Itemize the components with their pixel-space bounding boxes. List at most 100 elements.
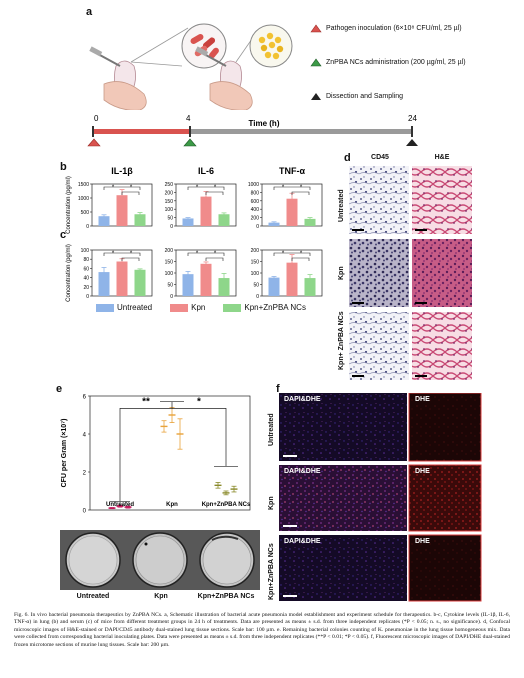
micrograph-cd45-kpn-znpba xyxy=(349,312,409,380)
bar-chart-c-1: 0 50 100 150 200 * * xyxy=(165,248,237,300)
sig-bracket-outer xyxy=(103,252,141,256)
panel-d-micrographs xyxy=(349,166,472,380)
figure-caption: Fig. 6. In vivo bacterial pneumonia ther… xyxy=(14,612,510,648)
plate-untreated xyxy=(65,532,121,588)
y-tick-label: 0 xyxy=(86,294,89,300)
bar-kpn-znpba-ncs xyxy=(304,278,316,296)
image-dhe-kpn-znpba xyxy=(408,534,482,602)
sig-star: * xyxy=(112,185,115,191)
y-tick-label: 4 xyxy=(83,433,87,439)
swatch-untreated xyxy=(96,303,114,312)
x-category-label: Kpn+ZnPBA NCs xyxy=(202,502,251,508)
label-dapi-dhe-kpn: DAPI&DHE xyxy=(284,468,321,475)
x-category-label: Kpn xyxy=(166,502,178,508)
sig-star-double: ** xyxy=(142,397,150,408)
timeline-bar-treatment xyxy=(190,129,412,134)
sig-star: * xyxy=(282,251,285,257)
mouse-illustrations xyxy=(89,23,293,110)
y-tick-label: 200 xyxy=(165,190,174,196)
panel-e-label: e xyxy=(56,383,63,395)
sig-bracket-inner xyxy=(205,191,224,195)
sig-bracket-outer xyxy=(187,252,225,256)
image-dapi-dhe-kpn xyxy=(279,465,407,531)
y-tick-label: 200 xyxy=(251,248,260,254)
bar-legend-item-kpn-znpba: Kpn+ZnPBA NCs xyxy=(223,303,306,312)
sig-star: * xyxy=(300,251,303,257)
timeline-bar-infection xyxy=(94,129,190,134)
y-tick-label: 600 xyxy=(251,199,260,205)
cfu-chart-group: 0 2 4 6 CFU per Gram (×10⁷) Untreated Kpn Kpn+Z… xyxy=(61,395,251,515)
y-axis-label: Concentration (pg/ml) xyxy=(66,176,72,234)
label-dhe-kpn-znpba: DHE xyxy=(415,538,430,545)
panel-a-label: a xyxy=(86,6,93,18)
bar-kpn xyxy=(116,261,128,296)
y-axis-label: Concentration (pg/ml) xyxy=(66,244,72,302)
y-tick-label: 100 xyxy=(165,207,174,213)
bar-kpn-znpba-ncs xyxy=(134,214,146,226)
sig-star: * xyxy=(197,397,201,408)
marker-administration-icon xyxy=(183,138,197,147)
marker-dissection-icon xyxy=(406,139,418,146)
bar-kpn-znpba-ncs xyxy=(134,269,146,296)
scale-bar xyxy=(415,229,427,231)
legend-dissection-text: Dissection and Sampling xyxy=(326,92,404,100)
panel-f-row-untreated: Untreated xyxy=(268,413,275,446)
sig-bracket-inner xyxy=(121,191,140,195)
panel-d-col-cd45: CD45 xyxy=(371,154,389,161)
bar-chart-b-2: TNF-α 0 200 400 600 800 1000 * * xyxy=(248,166,323,230)
sig-bracket-kpn-treated xyxy=(172,408,238,467)
bar-untreated xyxy=(98,272,110,296)
x-category-label: Untreated xyxy=(106,502,134,508)
panel-f-label: f xyxy=(276,383,280,395)
chart-title: IL-6 xyxy=(198,166,214,176)
y-tick-label: 80 xyxy=(83,257,89,263)
panel-f-row-kpn-znpba: Kpn+ZnPBA NCs xyxy=(268,543,275,600)
bar-legend-item-kpn: Kpn xyxy=(170,303,205,312)
sig-bracket-outer xyxy=(273,252,311,256)
bar-chart-b-0: IL-1β 0 500 1000 1500 * * Concentration (pg/ml) xyxy=(66,166,153,234)
mouse-right xyxy=(195,46,253,110)
label-dhe-untreated: DHE xyxy=(415,396,430,403)
cfu-scatter-chart: 0 2 4 6 CFU per Gram (×10⁷) Untreated Kpn Kpn+Z… xyxy=(61,395,251,515)
y-tick-label: 200 xyxy=(165,248,174,254)
nanocluster-zoom-illustration xyxy=(235,24,293,68)
y-tick-label: 60 xyxy=(83,266,89,272)
scale-bar xyxy=(415,302,427,304)
sig-bracket-outer xyxy=(103,186,141,190)
timeline-axis-label: Time (h) xyxy=(249,119,280,128)
sig-star: * xyxy=(196,185,199,191)
label-dhe-kpn: DHE xyxy=(415,468,430,475)
timeline: 0 4 24 Time (h) xyxy=(87,114,418,147)
scale-bar xyxy=(283,455,297,457)
y-tick-label: 0 xyxy=(256,294,259,300)
micrograph-he-kpn-znpba xyxy=(412,312,472,380)
panel-f-fluorescence-images xyxy=(279,393,482,602)
micrograph-he-kpn xyxy=(412,239,472,307)
sig-bracket-untreated-kpn xyxy=(110,401,173,502)
sig-bracket-inner xyxy=(205,257,224,261)
y-axis-label: CFU per Gram (×10⁷) xyxy=(61,419,68,488)
micrograph-cd45-untreated xyxy=(349,166,409,234)
panel-d-row-kpn-znpba: Kpn+ ZnPBA NCs xyxy=(338,311,345,370)
panel-b-label: b xyxy=(60,161,67,173)
timeline-tick-0: 0 xyxy=(94,114,99,123)
bar-legend: Untreated Kpn Kpn+ZnPBA NCs xyxy=(96,303,336,312)
triangle-red-icon xyxy=(310,23,322,32)
y-tick-label: 2 xyxy=(83,471,87,477)
panel-d-col-he: H&E xyxy=(434,154,450,161)
bar-kpn xyxy=(116,195,128,226)
legend-item-inoculation: Pathogen inoculation (6×10⁸ CFU/ml, 25 µ… xyxy=(310,22,520,34)
y-tick-label: 1000 xyxy=(78,196,89,202)
y-tick-label: 500 xyxy=(81,210,90,216)
y-tick-label: 50 xyxy=(167,283,173,289)
scale-bar xyxy=(352,375,364,377)
sig-star: * xyxy=(214,251,217,257)
timeline-tick-24: 24 xyxy=(408,114,417,123)
sig-star: * xyxy=(214,185,217,191)
y-tick-label: 150 xyxy=(165,260,174,266)
y-tick-label: 1500 xyxy=(78,182,89,188)
triangle-black-icon xyxy=(311,92,321,100)
y-tick-label: 20 xyxy=(83,285,89,291)
panel-d-row-kpn: Kpn xyxy=(338,266,345,280)
